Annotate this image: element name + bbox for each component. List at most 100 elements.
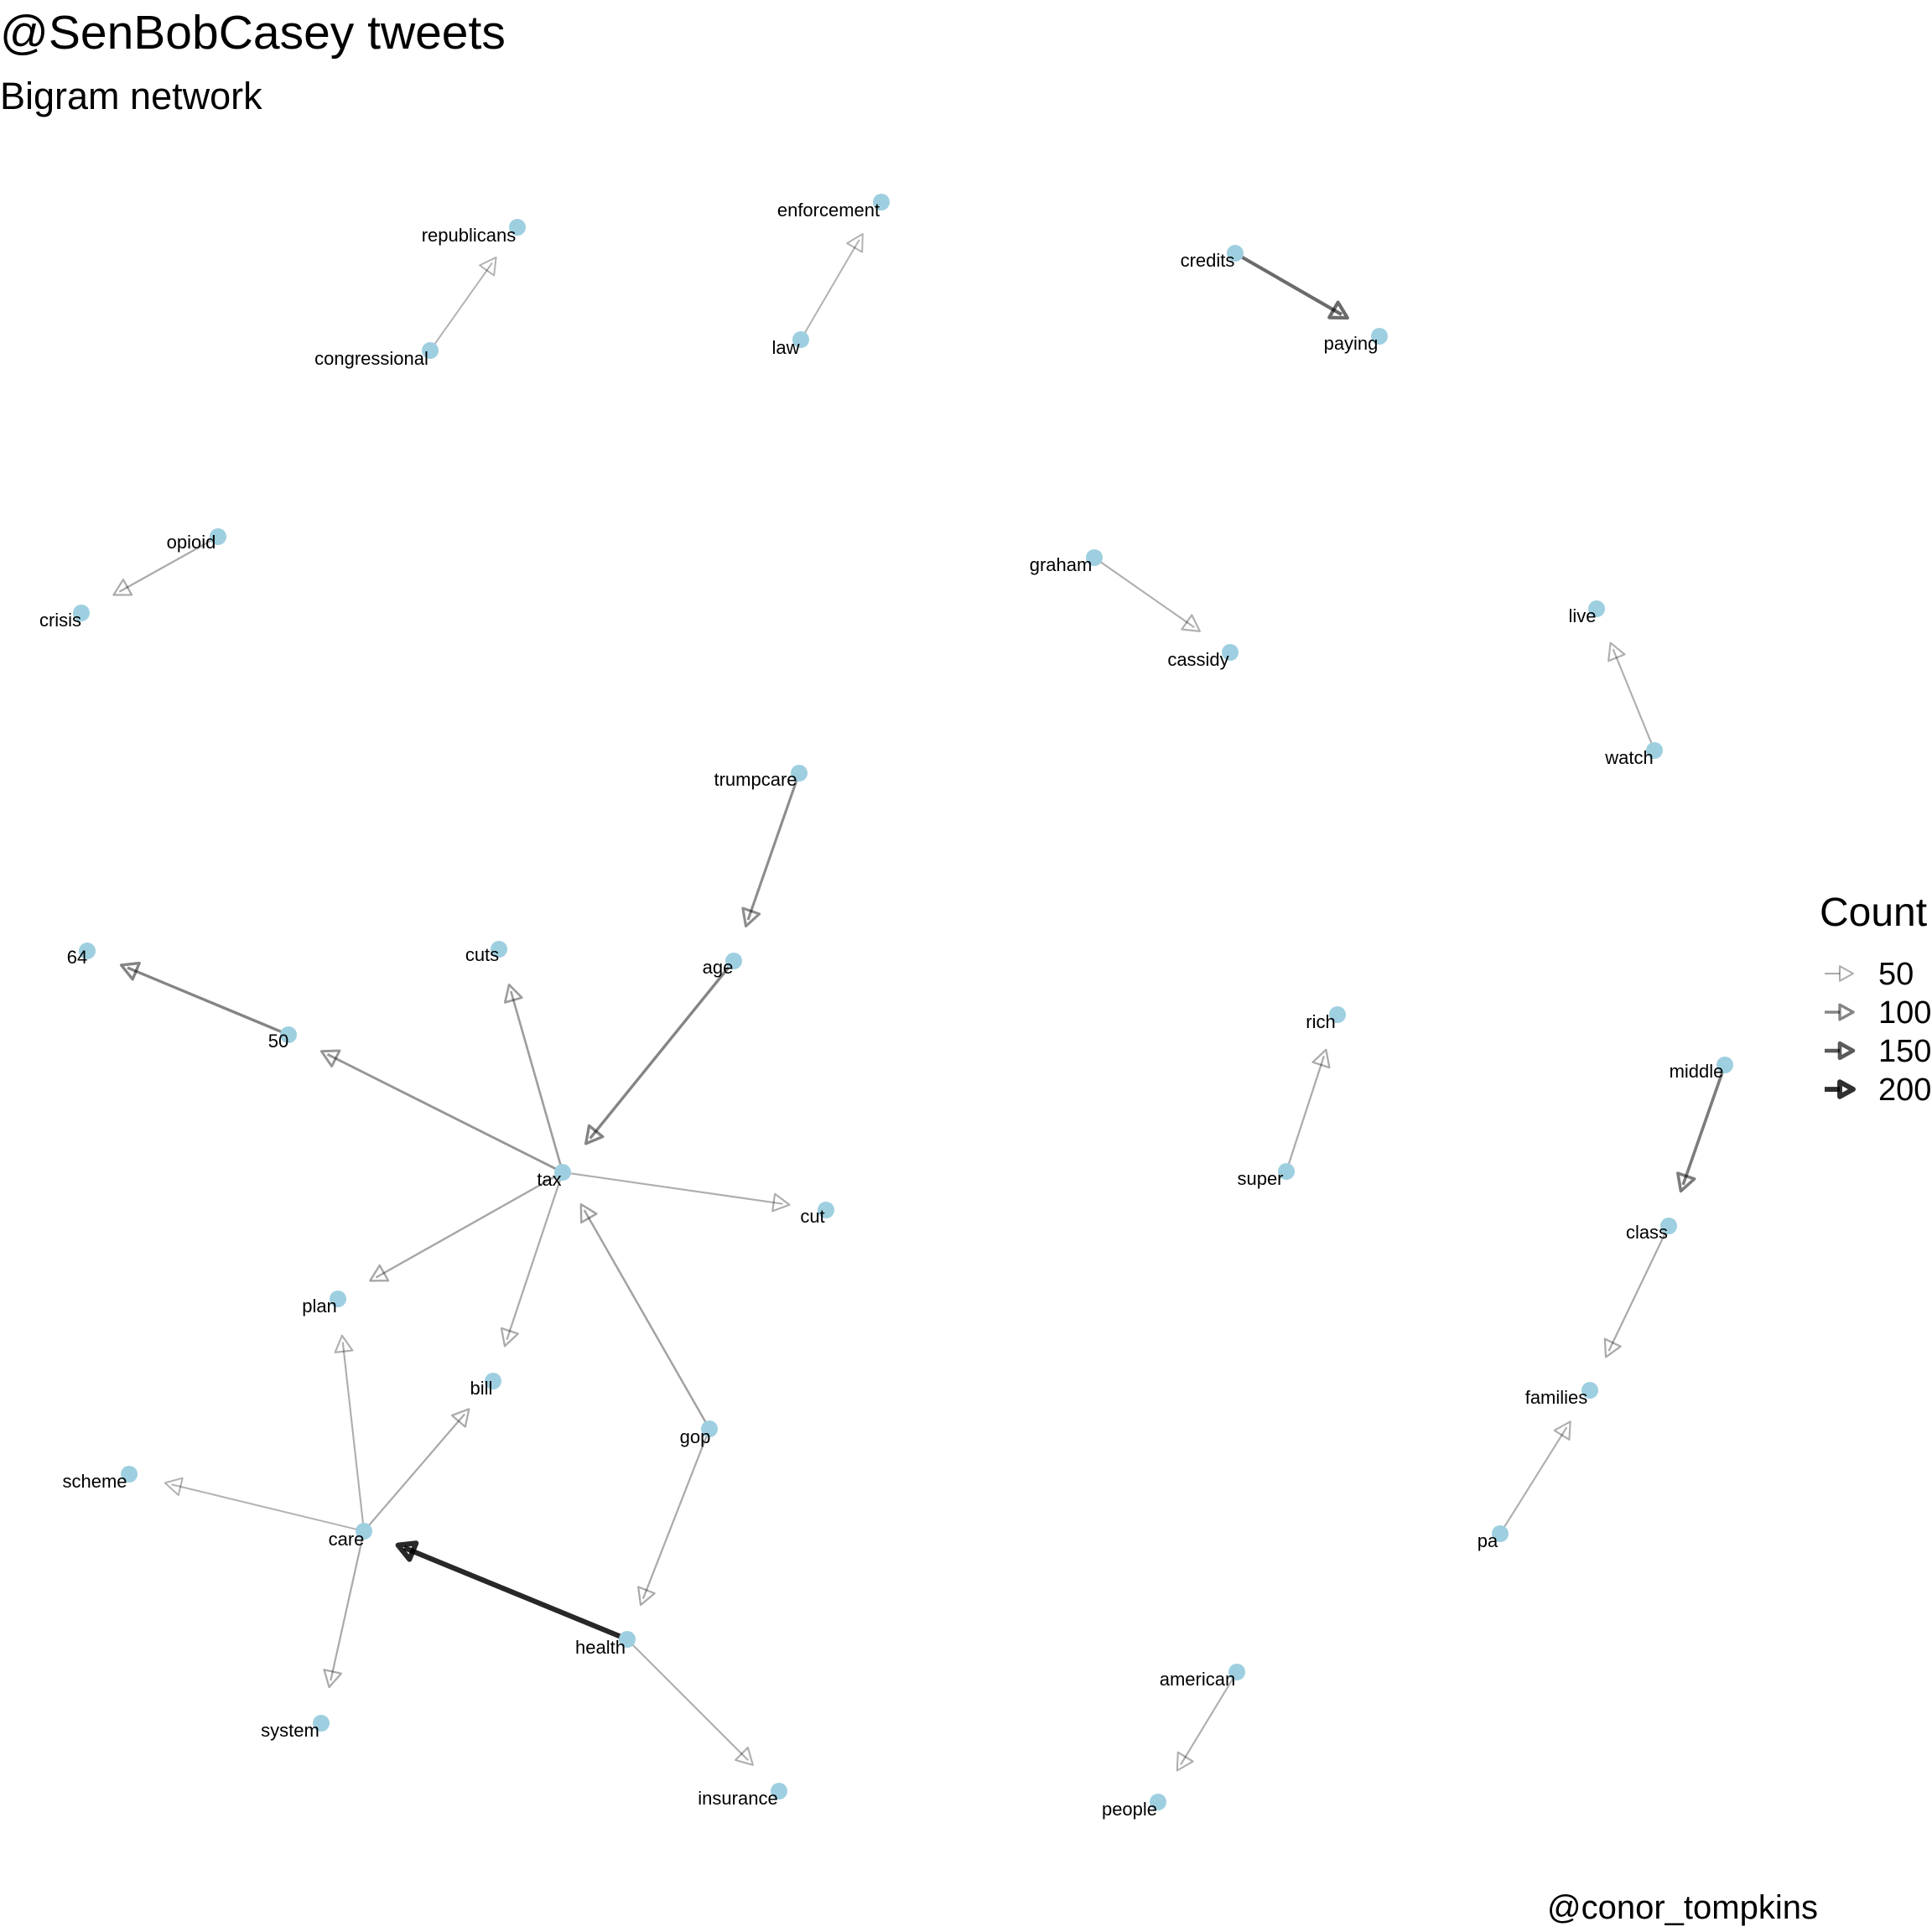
node-label-credits: credits — [1181, 250, 1235, 271]
node-label-scheme: scheme — [62, 1471, 127, 1492]
edge-tax-cut — [567, 1171, 791, 1213]
edge-line-middle-class — [1681, 1069, 1725, 1186]
edges-layer — [112, 232, 1725, 1772]
arrow-head-american-people — [1176, 1751, 1194, 1772]
arrow-head-pa-families — [1553, 1420, 1571, 1441]
edge-health-insurance — [630, 1642, 754, 1766]
edge-line-watch-live — [1612, 648, 1654, 746]
count-legend: Count 50 100 150 200 — [1820, 891, 1932, 1118]
edge-health-care — [395, 1540, 624, 1640]
edge-line-super-rich — [1286, 1056, 1325, 1167]
node-class — [1660, 1218, 1677, 1234]
arrow-head-care-plan — [334, 1334, 354, 1353]
arrow-head-health-care — [395, 1540, 419, 1562]
node-label-law: law — [771, 337, 799, 358]
edge-line-law-enforcement — [802, 239, 860, 336]
node-cassidy — [1222, 644, 1239, 661]
node-middle — [1716, 1057, 1733, 1073]
node-pa — [1492, 1525, 1509, 1542]
node-live — [1588, 600, 1605, 617]
node-gop — [701, 1420, 718, 1437]
node-label-paying: paying — [1324, 333, 1379, 354]
node-label-cuts: cuts — [465, 944, 499, 965]
edge-gop-health — [637, 1433, 709, 1607]
chart-title: @SenBobCasey tweets — [0, 6, 506, 60]
node-age — [725, 953, 742, 969]
edge-super-rich — [1286, 1048, 1331, 1167]
arrow-head-care-system — [323, 1669, 343, 1689]
edge-line-care-scheme — [171, 1483, 360, 1531]
chart-subtitle: Bigram network — [0, 75, 262, 117]
edge-class-families — [1603, 1229, 1668, 1358]
arrow-head-care-bill — [450, 1408, 470, 1428]
node-rich — [1329, 1006, 1346, 1023]
node-american — [1228, 1664, 1245, 1680]
node-congressional — [422, 342, 439, 359]
node-insurance — [771, 1783, 787, 1800]
node-label-rich: rich — [1306, 1011, 1335, 1032]
node-label-cassidy: cassidy — [1167, 649, 1228, 670]
nodes-layer — [73, 194, 1733, 1810]
legend-title: Count — [1820, 891, 1928, 935]
edge-line-pa-families — [1502, 1426, 1568, 1530]
edge-line-50-64 — [127, 966, 285, 1035]
edge-age-tax — [584, 963, 732, 1145]
arrow-head-tax-cuts — [503, 983, 523, 1004]
legend-arrow-200 — [1837, 1079, 1856, 1099]
node-families — [1581, 1382, 1598, 1399]
edge-line-care-bill — [366, 1413, 465, 1529]
edge-line-gop-tax — [583, 1209, 709, 1426]
edge-line-graham-cassidy — [1098, 559, 1195, 629]
node-health — [619, 1631, 636, 1648]
labels-layer: republicans congressional enforcement law cr… — [39, 200, 1723, 1820]
node-cuts — [491, 941, 507, 958]
node-people — [1150, 1794, 1166, 1810]
edge-graham-cassidy — [1098, 559, 1201, 632]
node-label-congressional: congressional — [314, 348, 428, 369]
legend-arrow-50 — [1838, 965, 1855, 982]
node-enforcement — [873, 194, 890, 210]
legend-label-150: 150 — [1878, 1034, 1931, 1069]
node-label-insurance: insurance — [698, 1788, 777, 1809]
node-label-trumpcare: trumpcare — [714, 769, 797, 790]
node-crisis — [73, 605, 90, 621]
edge-line-tax-50 — [326, 1053, 559, 1171]
node-label-american: american — [1160, 1669, 1235, 1690]
arrow-head-trumpcare-age — [741, 906, 761, 928]
node-plan — [330, 1291, 346, 1307]
node-label-republicans: republicans — [422, 225, 517, 246]
legend-key-200: 200 — [1825, 1072, 1931, 1108]
node-bill — [485, 1373, 501, 1389]
arrow-head-graham-cassidy — [1181, 614, 1201, 632]
node-super — [1278, 1163, 1295, 1180]
node-label-50: 50 — [268, 1031, 288, 1052]
edge-line-care-plan — [341, 1342, 365, 1527]
edge-trumpcare-age — [741, 777, 799, 928]
caption-credit: @conor_tompkins — [1547, 1889, 1818, 1926]
edge-50-64 — [119, 961, 285, 1035]
node-label-families: families — [1525, 1387, 1588, 1408]
node-label-system: system — [261, 1720, 319, 1741]
arrow-head-congressional-republicans — [479, 256, 497, 277]
arrow-head-watch-live — [1607, 641, 1626, 662]
arrow-head-opioid-crisis — [112, 579, 133, 596]
arrow-head-gop-health — [637, 1586, 656, 1607]
node-label-64: 64 — [67, 947, 87, 968]
edge-opioid-crisis — [112, 538, 215, 596]
node-label-health: health — [575, 1637, 626, 1658]
arrow-head-super-rich — [1311, 1048, 1331, 1069]
node-label-pa: pa — [1478, 1530, 1498, 1551]
edge-tax-50 — [319, 1049, 559, 1171]
legend-arrow-150 — [1837, 1041, 1856, 1061]
arrow-head-class-families — [1603, 1337, 1622, 1358]
edge-watch-live — [1607, 641, 1654, 746]
edge-line-credits-paying — [1239, 254, 1343, 316]
node-label-live: live — [1568, 605, 1596, 626]
node-label-opioid: opioid — [167, 532, 216, 553]
edge-line-opioid-crisis — [118, 538, 215, 593]
edge-credits-paying — [1239, 254, 1349, 320]
node-watch — [1646, 742, 1663, 759]
node-label-age: age — [703, 957, 734, 978]
node-republicans — [509, 219, 526, 236]
